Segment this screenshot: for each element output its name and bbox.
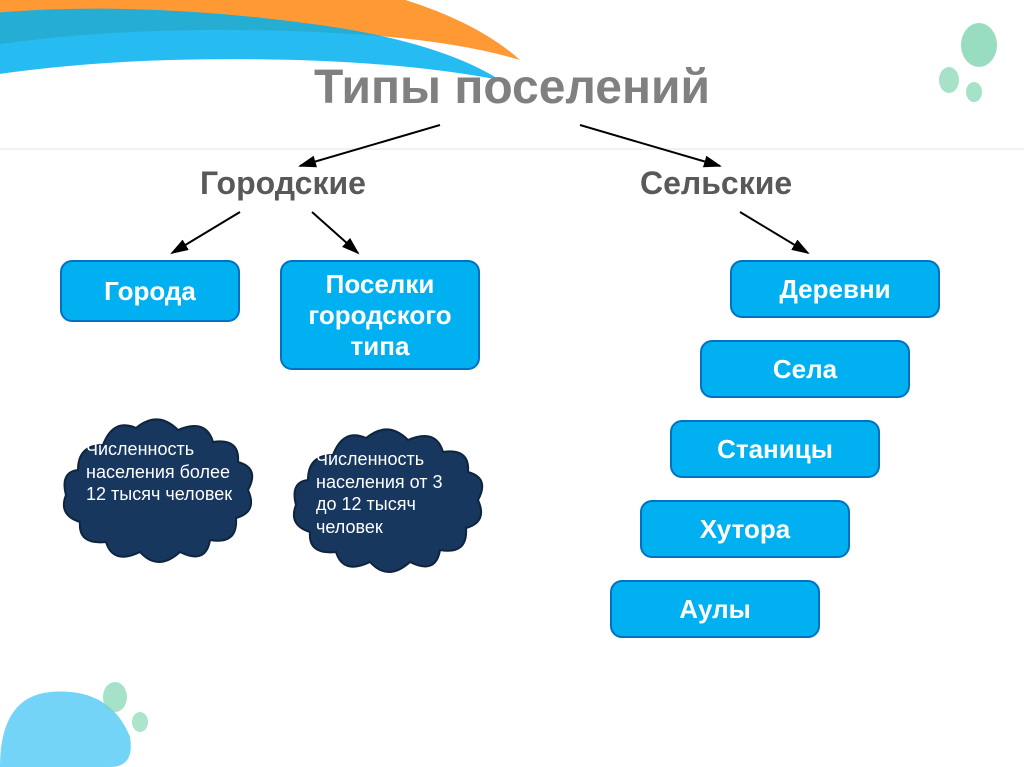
cloud-towns-note: Численность населения от 3 до 12 тысяч ч…	[288, 410, 493, 575]
box-khutora: Хутора	[640, 500, 850, 558]
box-cities: Города	[60, 260, 240, 322]
cloud-cities-note: Численность населения более 12 тысяч чел…	[58, 400, 263, 565]
subtitle-rural: Сельские	[640, 165, 792, 202]
cloud-cities-text: Численность населения более 12 тысяч чел…	[86, 438, 236, 506]
subtitle-urban: Городские	[200, 165, 366, 202]
box-villages: Деревни	[730, 260, 940, 318]
box-stanitsy: Станицы	[670, 420, 880, 478]
box-sela: Села	[700, 340, 910, 398]
diagram-content: Типы поселений Городские Сельские Города…	[0, 0, 1024, 767]
box-towns: Поселки городского типа	[280, 260, 480, 370]
box-auly: Аулы	[610, 580, 820, 638]
cloud-towns-text: Численность населения от 3 до 12 тысяч ч…	[316, 448, 466, 538]
